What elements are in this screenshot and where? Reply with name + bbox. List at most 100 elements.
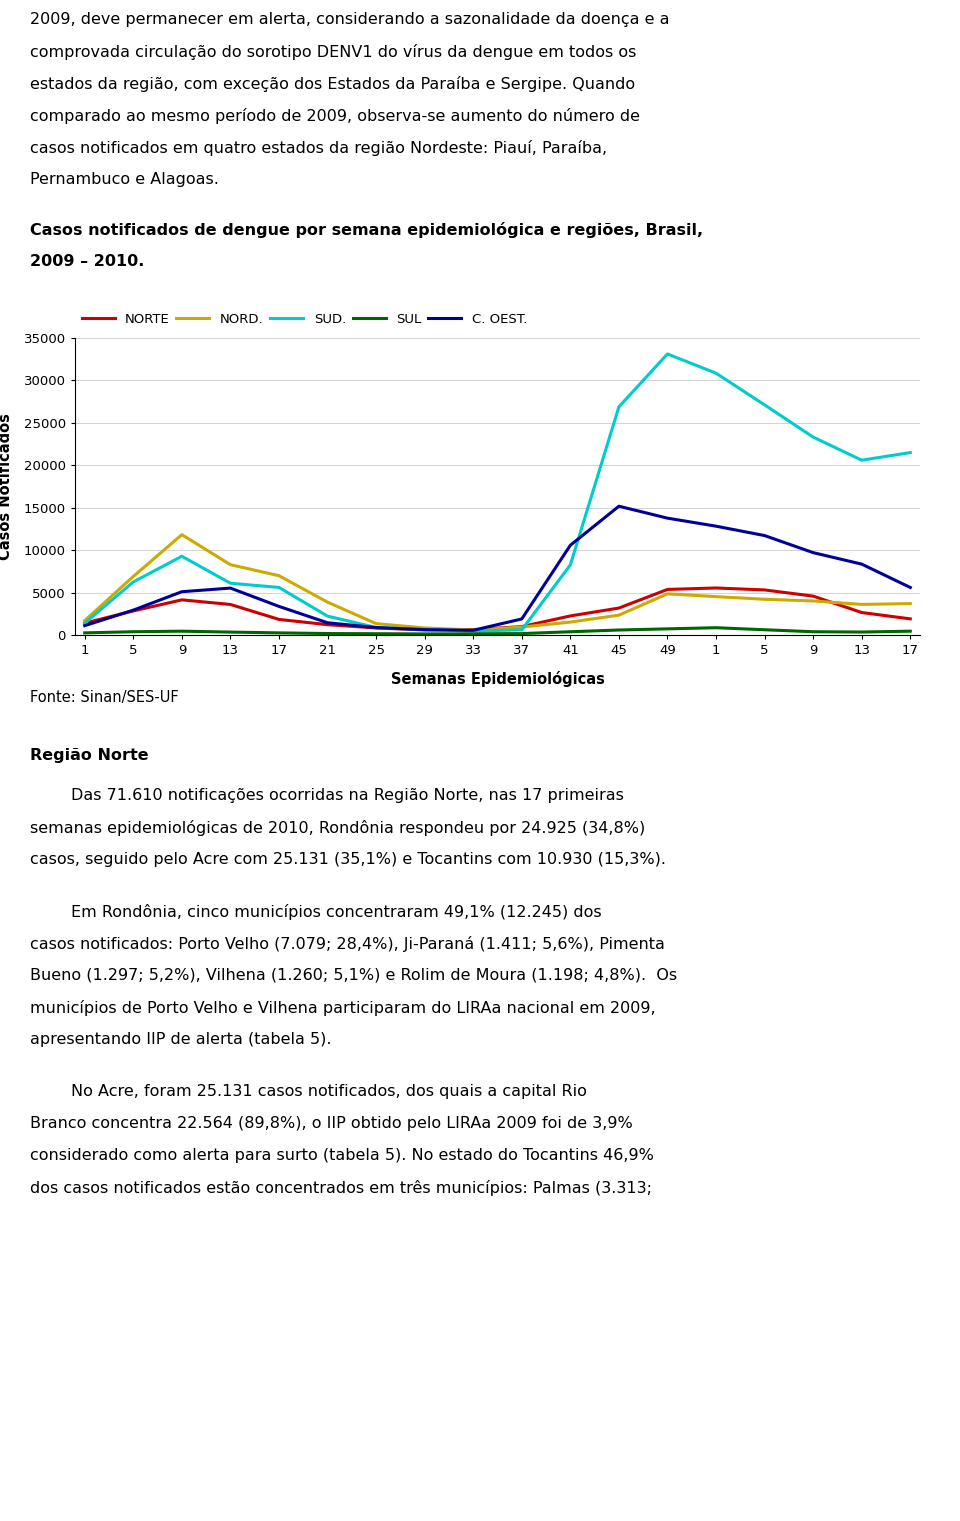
- C. OEST.: [419, 621, 430, 639]
- SUL: [613, 621, 625, 639]
- SUD.: [468, 622, 479, 640]
- C. OEST.: [904, 578, 916, 596]
- SUD.: [176, 548, 187, 566]
- SUD.: [225, 573, 236, 592]
- Text: municípios de Porto Velho e Vilhena participaram do LIRAa nacional em 2009,: municípios de Porto Velho e Vilhena part…: [30, 999, 656, 1016]
- NORD.: [516, 618, 528, 636]
- NORTE: [516, 618, 528, 636]
- NORTE: [613, 599, 625, 618]
- Text: 2009, deve permanecer em alerta, considerando a sazonalidade da doença e a: 2009, deve permanecer em alerta, conside…: [30, 12, 669, 27]
- SUD.: [613, 397, 625, 415]
- Text: casos, seguido pelo Acre com 25.131 (35,1%) e Tocantins com 10.930 (15,3%).: casos, seguido pelo Acre com 25.131 (35,…: [30, 852, 666, 867]
- NORTE: [564, 607, 576, 625]
- NORD.: [322, 593, 333, 611]
- NORD.: [128, 567, 139, 586]
- SUL: [419, 625, 430, 643]
- SUL: [468, 625, 479, 643]
- Text: estados da região, com exceção dos Estados da Paraíba e Sergipe. Quando: estados da região, com exceção dos Estad…: [30, 76, 636, 91]
- C. OEST.: [79, 616, 90, 634]
- SUD.: [79, 614, 90, 633]
- Line: NORTE: NORTE: [84, 589, 910, 630]
- Text: casos notificados: Porto Velho (7.079; 28,4%), Ji-Paraná (1.411; 5,6%), Pimenta: casos notificados: Porto Velho (7.079; 2…: [30, 935, 665, 952]
- SUL: [79, 624, 90, 642]
- NORD.: [807, 592, 819, 610]
- NORTE: [904, 610, 916, 628]
- Text: dos casos notificados estão concentrados em três municípios: Palmas (3.313;: dos casos notificados estão concentrados…: [30, 1180, 652, 1196]
- Text: Das 71.610 notificações ocorridas na Região Norte, nas 17 primeiras: Das 71.610 notificações ocorridas na Reg…: [30, 788, 624, 803]
- NORTE: [807, 587, 819, 605]
- Text: Pernambuco e Alagoas.: Pernambuco e Alagoas.: [30, 172, 219, 187]
- C. OEST.: [225, 580, 236, 598]
- Text: comparado ao mesmo período de 2009, observa-se aumento do número de: comparado ao mesmo período de 2009, obse…: [30, 108, 640, 125]
- NORD.: [758, 590, 770, 608]
- SUL: [710, 619, 722, 637]
- SUD.: [128, 573, 139, 592]
- C. OEST.: [807, 543, 819, 561]
- SUD.: [564, 555, 576, 573]
- NORTE: [225, 595, 236, 613]
- NORTE: [274, 610, 285, 628]
- NORTE: [176, 590, 187, 608]
- Text: 2009 – 2010.: 2009 – 2010.: [30, 254, 144, 269]
- Text: semanas epidemiológicas de 2010, Rondônia respondeu por 24.925 (34,8%): semanas epidemiológicas de 2010, Rondôni…: [30, 820, 645, 837]
- Text: No Acre, foram 25.131 casos notificados, dos quais a capital Rio: No Acre, foram 25.131 casos notificados,…: [30, 1084, 587, 1100]
- SUD.: [516, 621, 528, 639]
- SUD.: [807, 427, 819, 446]
- NORTE: [856, 604, 868, 622]
- SUD.: [904, 444, 916, 462]
- NORD.: [661, 584, 673, 602]
- C. OEST.: [710, 517, 722, 535]
- Text: Região Norte: Região Norte: [30, 748, 149, 764]
- NORTE: [79, 614, 90, 633]
- SUL: [371, 625, 382, 643]
- SUL: [856, 624, 868, 642]
- SUL: [322, 625, 333, 643]
- NORD.: [371, 614, 382, 633]
- Y-axis label: Casos Notificados: Casos Notificados: [0, 414, 12, 560]
- SUD.: [758, 395, 770, 414]
- NORD.: [79, 611, 90, 630]
- SUL: [904, 622, 916, 640]
- NORD.: [710, 587, 722, 605]
- Text: Em Rondônia, cinco municípios concentraram 49,1% (12.245) dos: Em Rondônia, cinco municípios concentrar…: [30, 903, 602, 920]
- NORTE: [710, 580, 722, 598]
- SUL: [176, 622, 187, 640]
- SUD.: [419, 621, 430, 639]
- Text: Branco concentra 22.564 (89,8%), o IIP obtido pelo LIRAa 2009 foi de 3,9%: Branco concentra 22.564 (89,8%), o IIP o…: [30, 1116, 633, 1132]
- NORTE: [758, 581, 770, 599]
- SUD.: [371, 619, 382, 637]
- Text: casos notificados em quatro estados da região Nordeste: Piauí, Paraíba,: casos notificados em quatro estados da r…: [30, 140, 607, 157]
- NORD.: [856, 595, 868, 613]
- Text: Fonte: Sinan/SES-UF: Fonte: Sinan/SES-UF: [30, 691, 179, 706]
- NORTE: [322, 616, 333, 634]
- Text: considerado como alerta para surto (tabela 5). No estado do Tocantins 46,9%: considerado como alerta para surto (tabe…: [30, 1148, 654, 1164]
- SUL: [128, 622, 139, 640]
- NORD.: [274, 567, 285, 586]
- Text: Casos notificados de dengue por semana epidemiológica e regiões, Brasil,: Casos notificados de dengue por semana e…: [30, 222, 703, 237]
- NORD.: [176, 526, 187, 545]
- SUL: [564, 622, 576, 640]
- C. OEST.: [613, 497, 625, 516]
- SUD.: [274, 578, 285, 596]
- C. OEST.: [128, 601, 139, 619]
- X-axis label: Semanas Epidemiológicas: Semanas Epidemiológicas: [391, 671, 605, 687]
- NORD.: [613, 605, 625, 624]
- C. OEST.: [856, 555, 868, 573]
- C. OEST.: [468, 621, 479, 639]
- Text: Bueno (1.297; 5,2%), Vilhena (1.260; 5,1%) e Rolim de Moura (1.198; 4,8%).  Os: Bueno (1.297; 5,2%), Vilhena (1.260; 5,1…: [30, 967, 677, 983]
- C. OEST.: [371, 619, 382, 637]
- SUL: [274, 624, 285, 642]
- SUD.: [322, 607, 333, 625]
- SUL: [661, 619, 673, 637]
- C. OEST.: [661, 510, 673, 528]
- NORTE: [468, 621, 479, 639]
- NORTE: [419, 621, 430, 639]
- NORTE: [128, 602, 139, 621]
- Line: C. OEST.: C. OEST.: [84, 506, 910, 630]
- NORD.: [468, 621, 479, 639]
- C. OEST.: [516, 610, 528, 628]
- SUD.: [661, 345, 673, 364]
- SUL: [225, 624, 236, 642]
- Line: SUL: SUL: [84, 628, 910, 634]
- SUD.: [856, 452, 868, 470]
